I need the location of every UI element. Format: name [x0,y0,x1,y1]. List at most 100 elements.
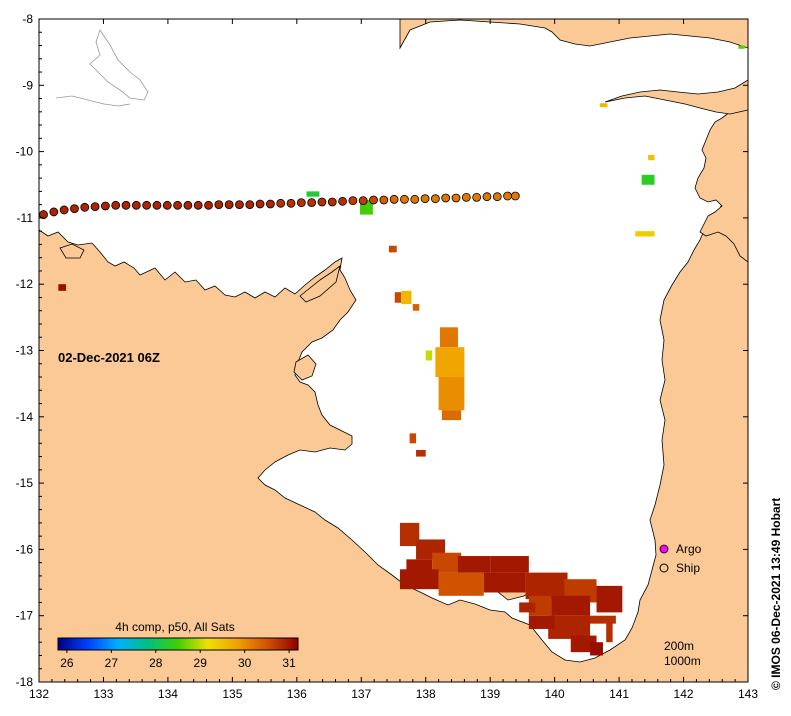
x-axis: 132 133 134 135 136 137 138 139 140 141 142 143 [29,19,758,701]
sst-patch [606,622,613,643]
sst-patch [596,585,623,613]
sst-patch [388,245,397,253]
ship-observation [472,192,482,202]
y-tick-label: -8 [22,12,33,26]
ship-observation [327,197,337,207]
x-tick-label: 136 [287,687,307,701]
sst-patch [58,284,67,291]
ship-observation [131,200,141,210]
x-tick-label: 138 [416,687,436,701]
colorbar-tick-label: 31 [282,656,296,670]
sst-patch [551,595,591,616]
sst-patch [432,552,462,573]
ship-observation [510,191,520,201]
ship-observation [255,199,265,209]
sst-patch [635,231,655,237]
y-tick-label: -15 [16,476,34,490]
ship-observation [204,200,213,210]
ship-observation [121,200,131,210]
land-new-guinea-south [604,79,748,115]
y-tick-label: -11 [17,211,34,225]
ship-observation [389,194,399,204]
ship-observation [420,194,430,204]
x-tick-label: 134 [158,687,178,701]
sst-patch [399,569,439,590]
ship-observation [307,198,317,208]
legend: Argo Ship [659,542,702,575]
sst-patch [412,304,420,311]
ship-observation [245,200,255,210]
ship-observation [235,200,244,210]
x-tick-label: 139 [480,687,500,701]
sst-patch [590,642,603,656]
ship-observation [162,200,172,210]
ship-observation [183,200,193,210]
sst-patch [599,103,608,108]
argo-marker [659,544,669,554]
ship-observation [358,196,368,206]
ship-observation [410,194,420,204]
sst-patch [441,410,462,421]
x-tick-label: 137 [351,687,371,701]
sst-patch [483,572,526,593]
land-island-east-arnhem [299,265,341,303]
x-tick-label: 133 [93,687,113,701]
sst-patch [528,615,555,629]
sst-patch [438,377,465,411]
sst-patch [548,615,591,639]
ship-observation [451,193,461,203]
ship-observation [193,200,203,210]
ship-observation [430,194,440,204]
sst-patch [438,572,484,596]
sst-patch [519,602,536,613]
ship-observation [276,198,286,208]
y-tick-label: -9 [22,78,33,92]
colorbar-ticks: 26 27 28 29 30 31 [60,650,296,670]
sst-patch [409,433,417,444]
ship-observation [400,194,409,204]
ship-marker [659,563,669,573]
ship-observation [317,197,327,207]
ship-observation [379,195,389,205]
ship-observation [142,200,152,210]
legend-ship-label: Ship [676,561,700,575]
sst-patch [416,449,426,457]
colorbar-tick-label: 26 [60,656,74,670]
contour-label-200m: 200m [664,639,694,653]
credit-label: © IMOS 06-Dec-2021 13:49 Hobart [769,498,783,690]
colorbar-ramp [57,637,299,651]
ship-observation [492,192,502,202]
legend-argo-label: Argo [676,542,702,556]
colorbar-title: 4h comp, p50, All Sats [115,620,234,634]
sst-patch [306,191,320,197]
y-tick-label: -10 [16,145,34,159]
ship-observation [224,200,234,210]
land-cape-york [694,94,748,263]
colorbar-tick-label: 27 [105,656,119,670]
ship-observation [482,192,492,202]
sst-patch [738,45,745,49]
y-tick-label: -18 [16,675,34,689]
ship-observation [348,196,358,206]
ship-observation [173,200,182,210]
ship-observation [90,202,100,212]
ship-observation [111,200,121,210]
y-tick-label: -14 [16,410,34,424]
colorbar-tick-label: 28 [149,656,163,670]
date-label: 02-Dec-2021 06Z [58,350,160,365]
x-tick-label: 135 [222,687,242,701]
ship-observation [265,199,275,209]
y-tick-label: -12 [16,277,34,291]
ship-observation [369,195,378,205]
ship-observation [296,198,306,208]
ship-observation [503,191,512,201]
ship-observation [152,200,162,210]
sst-patch [583,615,616,624]
colorbar-tick-label: 29 [194,656,208,670]
ship-observation [70,204,79,214]
colorbar-tick-label: 30 [238,656,252,670]
sst-patch [401,290,412,305]
ship-track [39,191,520,219]
land-groote-eylandt [293,354,317,381]
